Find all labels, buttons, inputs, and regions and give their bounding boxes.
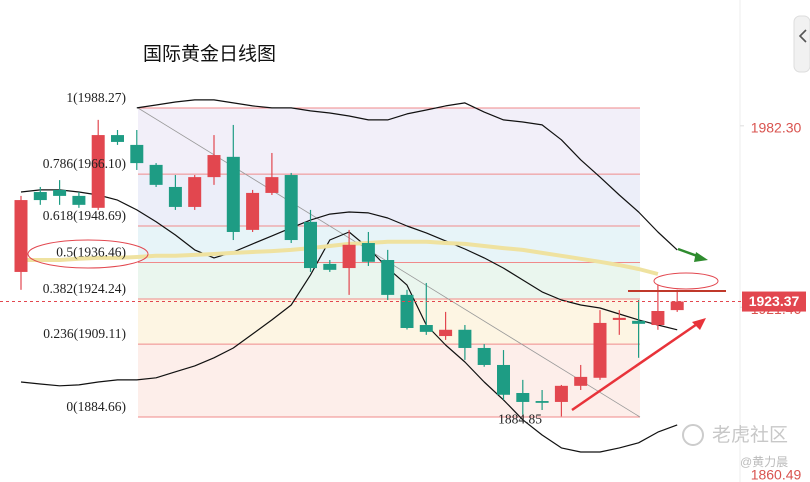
candle-body	[14, 200, 28, 272]
candle-body	[670, 301, 684, 311]
last-price-label: 1923.37	[749, 293, 800, 309]
indicator-line	[21, 239, 659, 276]
candle-body	[53, 189, 67, 196]
candle-body	[516, 392, 530, 402]
candle-body	[323, 263, 337, 270]
candle-body	[400, 294, 414, 328]
fib-label: 0.786(1966.10)	[43, 156, 126, 171]
watermark-logo	[682, 424, 704, 446]
chevron-icon	[798, 29, 807, 43]
trend-arrow	[571, 320, 701, 412]
candle-body	[304, 221, 317, 269]
candle-body	[72, 195, 86, 205]
candle-body	[419, 325, 433, 332]
fib-band	[138, 174, 640, 227]
watermark: 老虎社区	[712, 424, 788, 446]
chart-title: 国际黄金日线图	[143, 43, 276, 65]
fib-label: 1(1988.27)	[66, 90, 126, 105]
candle-body	[188, 177, 202, 207]
fib-band	[138, 344, 640, 417]
highlight-ellipse	[653, 272, 719, 290]
scroll-button[interactable]	[793, 15, 810, 73]
candle-body	[439, 329, 453, 337]
candle-body	[612, 317, 626, 320]
candle-body	[33, 192, 47, 201]
low-label: 1884.85	[498, 411, 542, 426]
arrow-head	[692, 318, 706, 330]
candle-body	[207, 155, 221, 178]
candle-body	[149, 164, 163, 185]
candle-body	[265, 177, 279, 193]
candle-body	[381, 260, 395, 295]
candle-body	[535, 401, 549, 403]
candle-body	[632, 320, 646, 324]
fib-label: 0(1884.66)	[66, 399, 126, 414]
candle-body	[593, 322, 607, 378]
candle-body	[477, 347, 491, 365]
candle-body	[91, 135, 105, 208]
candle-body	[284, 175, 298, 241]
y-tick-label: 1982.30	[751, 120, 802, 136]
candle-body	[574, 376, 588, 386]
candle-body	[130, 144, 144, 164]
fib-label: 0.618(1948.69)	[43, 208, 126, 223]
fib-label: 0.382(1924.24)	[43, 281, 126, 296]
indicator-line	[20, 189, 678, 331]
candle-body	[226, 156, 240, 232]
candle-body	[361, 243, 375, 262]
candle-body	[111, 135, 124, 142]
candle-body	[458, 329, 472, 348]
candle-body	[651, 310, 665, 326]
candle-body	[168, 186, 182, 207]
y-tick-label: 1860.49	[751, 467, 802, 482]
author: @黄力晨	[740, 455, 788, 469]
candle-body	[246, 192, 260, 230]
fib-band	[138, 298, 640, 345]
candle-body	[554, 385, 568, 402]
candles	[14, 119, 684, 417]
candle-body	[342, 244, 356, 269]
last-price-tag	[742, 291, 806, 312]
indicator-line	[136, 99, 678, 251]
highlight-ellipse	[27, 239, 149, 269]
candle-body	[497, 364, 510, 395]
fib-label: 0.5(1936.46)	[56, 245, 126, 260]
fib-label: 0.236(1909.11)	[43, 326, 126, 341]
arrow-head	[694, 252, 708, 262]
